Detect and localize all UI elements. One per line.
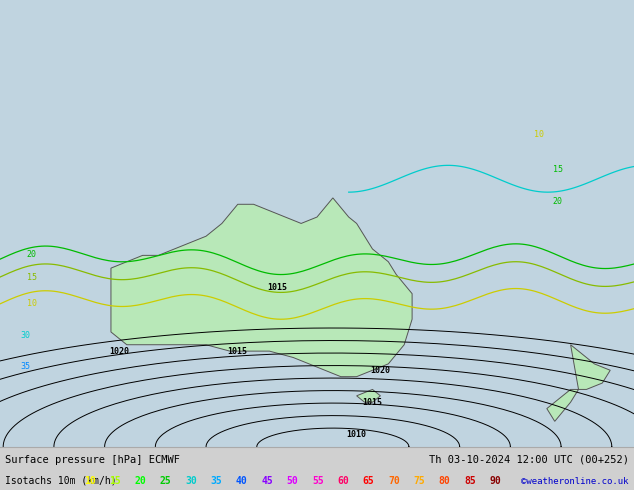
Text: 10: 10	[84, 476, 96, 486]
Text: 15: 15	[27, 272, 37, 282]
Text: 10: 10	[27, 299, 37, 308]
Text: ©weatheronline.co.uk: ©weatheronline.co.uk	[521, 477, 629, 486]
Text: 60: 60	[337, 476, 349, 486]
Text: 30: 30	[185, 476, 197, 486]
Text: Isotachs 10m (km/h): Isotachs 10m (km/h)	[5, 476, 122, 486]
Text: 20: 20	[134, 476, 146, 486]
Text: 40: 40	[236, 476, 248, 486]
Text: 1010: 1010	[347, 430, 366, 439]
Text: 45: 45	[261, 476, 273, 486]
Text: 85: 85	[464, 476, 476, 486]
Text: 70: 70	[388, 476, 400, 486]
Text: 35: 35	[20, 362, 30, 371]
Text: 1015: 1015	[228, 346, 248, 356]
Text: 20: 20	[553, 196, 563, 206]
Text: 1005: 1005	[331, 462, 351, 470]
Polygon shape	[356, 390, 380, 402]
Text: 1020: 1020	[370, 366, 391, 375]
Text: 30: 30	[20, 331, 30, 340]
Text: 1015: 1015	[363, 398, 382, 407]
Text: 15: 15	[553, 165, 563, 174]
Text: 15: 15	[109, 476, 121, 486]
Polygon shape	[547, 345, 610, 421]
Text: 65: 65	[363, 476, 375, 486]
Text: 20: 20	[27, 250, 37, 259]
Text: Surface pressure [hPa] ECMWF: Surface pressure [hPa] ECMWF	[5, 455, 180, 465]
Text: 1000: 1000	[323, 487, 343, 490]
Text: 75: 75	[413, 476, 425, 486]
Text: 55: 55	[312, 476, 324, 486]
Text: 1015: 1015	[268, 283, 287, 292]
Text: 35: 35	[210, 476, 223, 486]
Text: 80: 80	[439, 476, 451, 486]
Text: 90: 90	[489, 476, 501, 486]
Text: Th 03-10-2024 12:00 UTC (00+252): Th 03-10-2024 12:00 UTC (00+252)	[429, 455, 629, 465]
Text: 25: 25	[160, 476, 172, 486]
Text: 1020: 1020	[109, 346, 129, 356]
Polygon shape	[111, 198, 412, 377]
Text: 50: 50	[287, 476, 299, 486]
Text: 10: 10	[534, 129, 544, 139]
